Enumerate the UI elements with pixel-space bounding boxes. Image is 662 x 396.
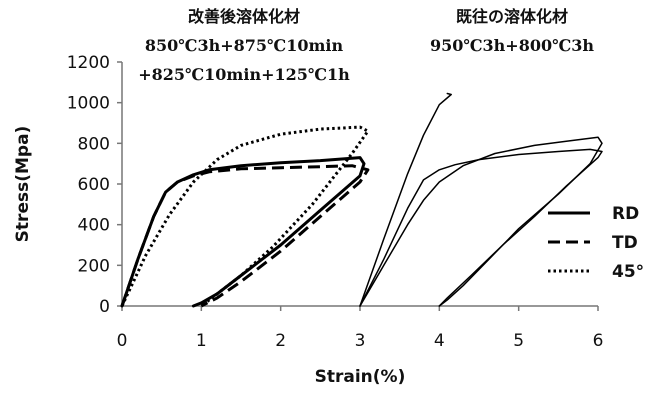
legend-label: TD [612, 233, 638, 253]
series-line-conventional-4 [359, 148, 603, 307]
series-layer [120, 92, 603, 308]
y-tick-label: 400 [78, 216, 110, 236]
x-tick-label: 6 [593, 331, 604, 351]
y-tick-label: 800 [78, 134, 110, 154]
x-tick-label: 2 [275, 331, 286, 351]
x-tick-label: 4 [434, 331, 445, 351]
x-axis-label: Strain(%) [315, 367, 406, 387]
axes [121, 62, 598, 307]
annotation-improved-line: 改善後溶体化材 [188, 7, 300, 26]
annotation-improved-line: +825℃10min+125℃1h [138, 65, 350, 84]
series-line-45 [120, 125, 370, 308]
legend: RD TD 45° [548, 204, 644, 282]
y-tick-label: 200 [78, 256, 110, 276]
annotation-improved-line: 850℃3h+875℃10min [145, 36, 344, 55]
annotations: 改善後溶体化材 850℃3h+875℃10min +825℃10min+125℃1h… [138, 7, 594, 84]
annotation-conventional-line: 既往の溶体化材 [456, 7, 568, 26]
series-line-RD [120, 156, 366, 308]
y-ticks: 0 200 400 600 800 1000 1200 [67, 53, 122, 317]
annotation-conventional-line: 950℃3h+800℃3h [430, 36, 594, 55]
y-axis-label: Stress(Mpa) [13, 126, 33, 243]
y-tick-label: 0 [99, 297, 110, 317]
x-tick-label: 5 [513, 331, 524, 351]
y-tick-label: 600 [78, 175, 110, 195]
x-ticks: 0 1 2 3 4 5 6 [117, 306, 604, 351]
x-tick-label: 0 [117, 331, 128, 351]
y-tick-label: 1200 [67, 53, 110, 73]
legend-label: RD [612, 204, 639, 224]
x-tick-label: 1 [196, 331, 207, 351]
y-tick-label: 1000 [67, 94, 110, 114]
series-line-conventional-5 [359, 136, 603, 307]
x-tick-label: 3 [355, 331, 366, 351]
legend-label: 45° [612, 262, 644, 282]
series-line-TD [120, 164, 370, 308]
series-line-conventional-3 [359, 92, 452, 307]
